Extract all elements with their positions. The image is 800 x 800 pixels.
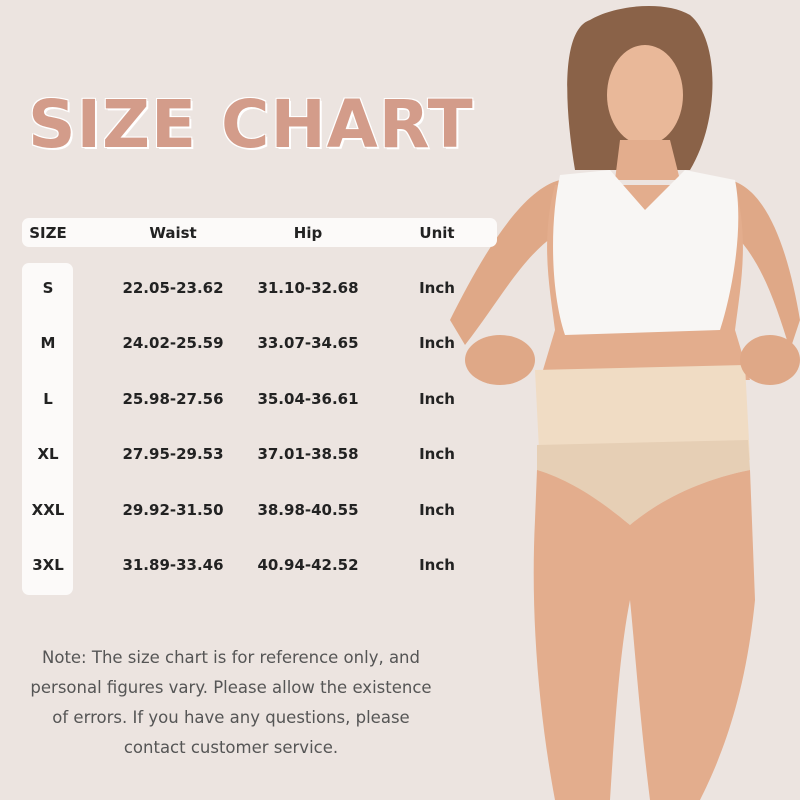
page-title: SIZE CHART <box>28 86 474 163</box>
note-line: of errors. If you have any questions, pl… <box>52 708 410 727</box>
note-line: personal figures vary. Please allow the … <box>30 678 432 697</box>
header-hip: Hip <box>293 224 323 242</box>
cell-unit: Inch <box>419 390 455 408</box>
cell-hip: 31.10-32.68 <box>257 279 359 297</box>
cell-size: XXL <box>31 501 65 519</box>
cell-unit: Inch <box>419 501 455 519</box>
size-column-panel <box>22 263 73 595</box>
cell-size: M <box>40 334 56 352</box>
header-waist: Waist <box>149 224 197 242</box>
cell-waist: 31.89-33.46 <box>122 556 224 574</box>
note-line: Note: The size chart is for reference on… <box>42 648 420 667</box>
cell-waist: 24.02-25.59 <box>122 334 224 352</box>
model-photo <box>450 5 800 800</box>
cell-waist: 27.95-29.53 <box>122 445 224 463</box>
cell-waist: 25.98-27.56 <box>122 390 224 408</box>
cell-size: S <box>42 279 54 297</box>
cell-size: 3XL <box>32 556 64 574</box>
cell-unit: Inch <box>419 445 455 463</box>
header-unit: Unit <box>419 224 455 242</box>
cell-hip: 35.04-36.61 <box>257 390 359 408</box>
cell-hip: 37.01-38.58 <box>257 445 359 463</box>
cell-unit: Inch <box>419 334 455 352</box>
cell-hip: 40.94-42.52 <box>257 556 359 574</box>
cell-hip: 33.07-34.65 <box>257 334 359 352</box>
cell-size: XL <box>37 445 59 463</box>
header-size: SIZE <box>29 224 67 242</box>
cell-unit: Inch <box>419 556 455 574</box>
cell-waist: 29.92-31.50 <box>122 501 224 519</box>
note-line: contact customer service. <box>123 738 339 757</box>
cell-unit: Inch <box>419 279 455 297</box>
note-text: Note: The size chart is for reference on… <box>20 643 442 763</box>
cell-hip: 38.98-40.55 <box>257 501 359 519</box>
cell-size: L <box>43 390 53 408</box>
cell-waist: 22.05-23.62 <box>122 279 224 297</box>
table-header-bar <box>22 218 497 247</box>
